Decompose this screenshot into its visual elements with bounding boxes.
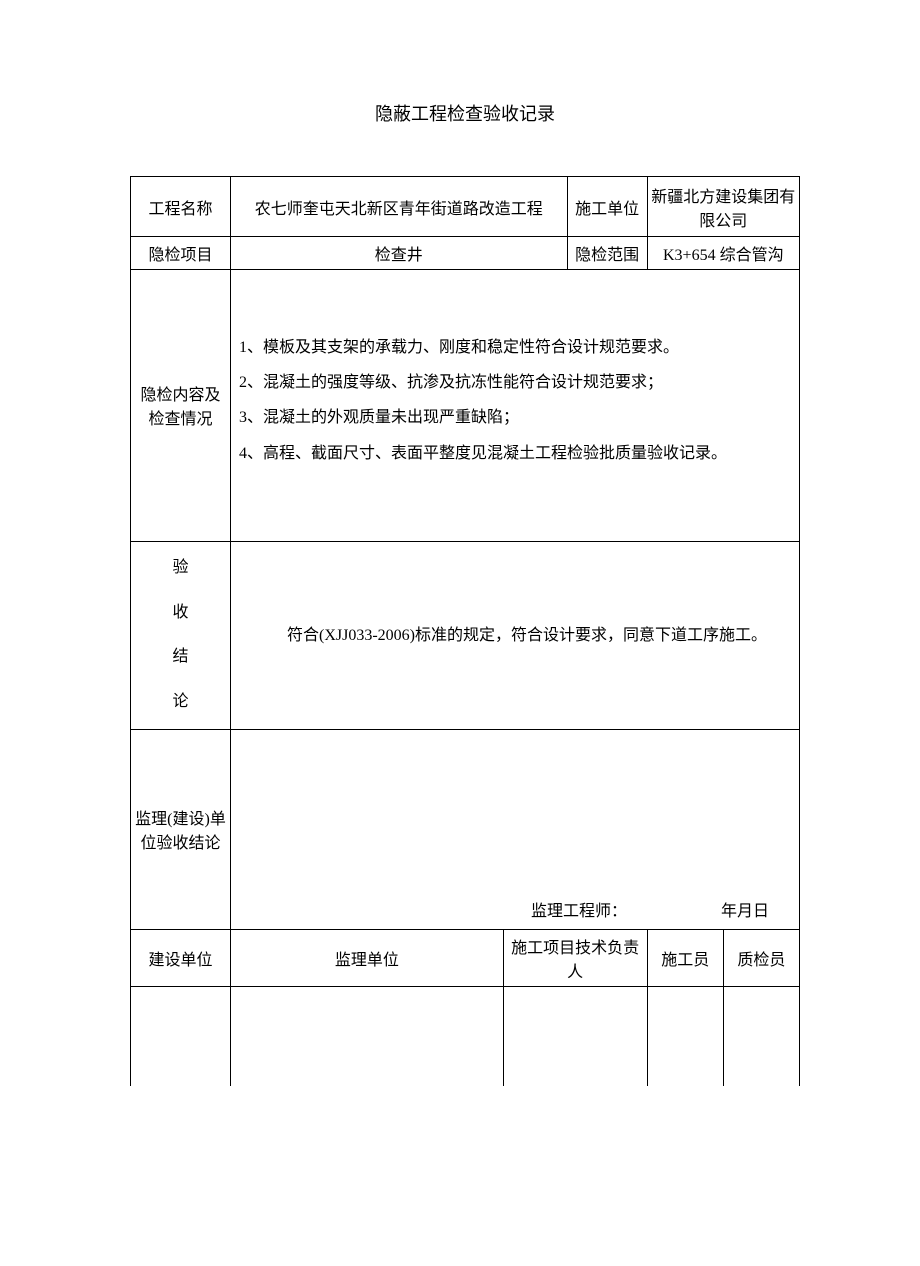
conclusion-char-2: 收	[133, 591, 228, 636]
supervisor-conclusion-cell: 监理工程师： 年月日	[231, 729, 800, 929]
project-name-label: 工程名称	[131, 177, 231, 237]
content-line-2: 2、混凝土的强度等级、抗渗及抗冻性能符合设计规范要求；	[239, 365, 791, 400]
sig-header-construction: 建设单位	[131, 929, 231, 986]
sig-cell-qc	[723, 986, 799, 1086]
sig-header-qc: 质检员	[723, 929, 799, 986]
conclusion-text: 符合(XJJ033-2006)标准的规定，符合设计要求，同意下道工序施工。	[231, 541, 800, 729]
project-name-value: 农七师奎屯天北新区青年街道路改造工程	[231, 177, 568, 237]
inspection-scope-label: 隐检范围	[567, 237, 647, 270]
supervisor-footer: 监理工程师： 年月日	[231, 897, 779, 921]
date-label: 年月日	[721, 897, 769, 921]
conclusion-label: 验 收 结 论	[131, 541, 231, 729]
inspection-scope-value: K3+654 综合管沟	[647, 237, 799, 270]
content-body: 1、模板及其支架的承载力、刚度和稳定性符合设计规范要求。 2、混凝土的强度等级、…	[231, 270, 800, 542]
conclusion-char-4: 论	[133, 680, 228, 725]
construction-unit-value: 新疆北方建设集团有限公司	[647, 177, 799, 237]
supervisor-label: 监理(建设)单位验收结论	[131, 729, 231, 929]
content-line-4: 4、高程、截面尺寸、表面平整度见混凝土工程检验批质量验收记录。	[239, 436, 791, 471]
sig-cell-constructor	[647, 986, 723, 1086]
sig-cell-tech-lead	[503, 986, 647, 1086]
content-line-3: 3、混凝土的外观质量未出现严重缺陷；	[239, 400, 791, 435]
conclusion-char-1: 验	[133, 546, 228, 591]
construction-unit-label: 施工单位	[567, 177, 647, 237]
sig-cell-supervisor	[231, 986, 504, 1086]
inspection-record-table: 工程名称 农七师奎屯天北新区青年街道路改造工程 施工单位 新疆北方建设集团有限公…	[130, 176, 800, 1086]
sig-header-supervisor: 监理单位	[231, 929, 504, 986]
content-label: 隐检内容及检查情况	[131, 270, 231, 542]
sig-header-tech-lead: 施工项目技术负责人	[503, 929, 647, 986]
conclusion-char-3: 结	[133, 635, 228, 680]
inspection-item-label: 隐检项目	[131, 237, 231, 270]
content-line-1: 1、模板及其支架的承载力、刚度和稳定性符合设计规范要求。	[239, 330, 791, 365]
sig-header-constructor: 施工员	[647, 929, 723, 986]
sig-cell-construction	[131, 986, 231, 1086]
engineer-label: 监理工程师：	[531, 897, 627, 921]
inspection-item-value: 检查井	[231, 237, 568, 270]
document-title: 隐蔽工程检查验收记录	[130, 100, 800, 126]
